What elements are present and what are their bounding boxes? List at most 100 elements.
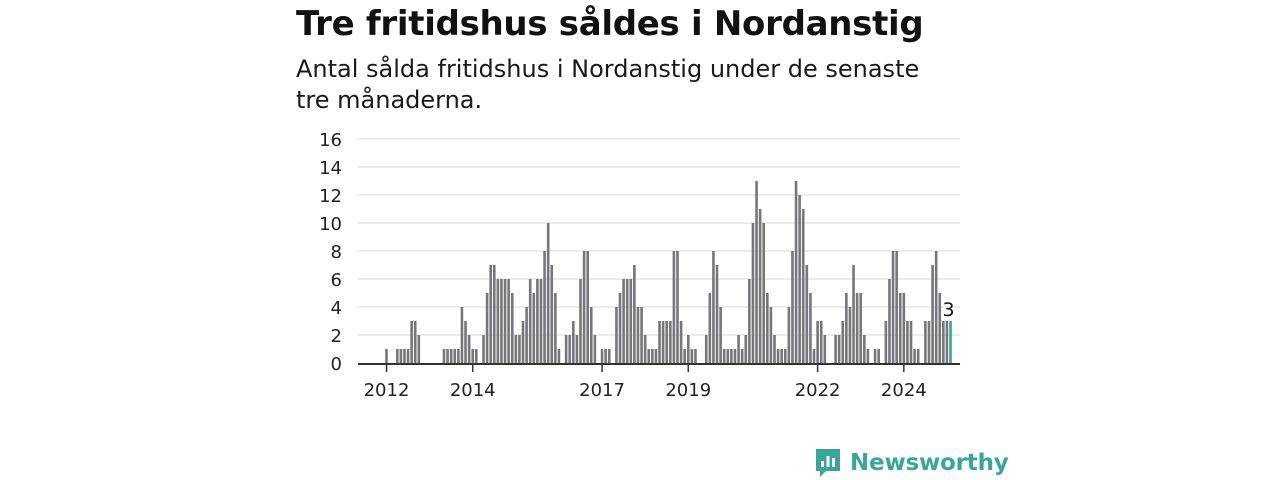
- bar: [733, 349, 737, 363]
- bar: [801, 209, 805, 363]
- x-tick-label: 2024: [881, 380, 927, 401]
- bar: [783, 349, 787, 363]
- bar: [665, 321, 669, 363]
- bar: [751, 223, 755, 363]
- bar: [618, 293, 622, 363]
- bar: [805, 265, 809, 363]
- bar: [417, 335, 421, 363]
- bar: [572, 321, 575, 363]
- y-tick-label: 8: [331, 242, 342, 263]
- bar: [690, 349, 694, 363]
- bar: [916, 349, 920, 363]
- bar: [852, 265, 855, 363]
- bar: [866, 349, 870, 363]
- bar: [579, 279, 582, 363]
- y-axis-ticks: 0 2 4 6 8 10 12 14 16: [319, 130, 342, 375]
- bar: [888, 279, 891, 363]
- bar: [399, 349, 403, 363]
- bar: [722, 349, 726, 363]
- bar: [683, 349, 686, 363]
- bar: [694, 349, 697, 363]
- y-tick-label: 4: [331, 298, 342, 319]
- bar: [708, 293, 712, 363]
- bar: [625, 279, 629, 363]
- y-tick-label: 0: [331, 354, 342, 375]
- bar: [460, 307, 464, 363]
- bar-series: [385, 181, 952, 363]
- x-tick-label: 2012: [364, 380, 410, 401]
- bar: [798, 195, 801, 363]
- bar: [679, 321, 683, 363]
- bar: [586, 251, 589, 363]
- bar: [600, 349, 604, 363]
- bar: [762, 223, 766, 363]
- bar: [575, 335, 579, 363]
- newsworthy-logo-icon: [816, 449, 840, 477]
- bar: [647, 349, 651, 363]
- bar: [518, 335, 521, 363]
- bar: [766, 293, 769, 363]
- bar: [640, 307, 643, 363]
- bar: [841, 321, 845, 363]
- bar: [730, 349, 733, 363]
- bar: [812, 349, 816, 363]
- bar: [582, 251, 586, 363]
- newsworthy-logo: Newsworthy: [814, 446, 1009, 480]
- bar: [945, 321, 949, 363]
- bar: [589, 307, 593, 363]
- bar: [873, 349, 877, 363]
- bar: [539, 279, 543, 363]
- x-tick-label: 2014: [450, 380, 496, 401]
- bar: [737, 335, 740, 363]
- bar: [819, 321, 823, 363]
- bar: [898, 293, 902, 363]
- bar: [661, 321, 665, 363]
- bar: [521, 321, 525, 363]
- bar: [780, 349, 783, 363]
- bar: [500, 279, 503, 363]
- bar: [791, 251, 794, 363]
- bar: [557, 349, 561, 363]
- bar: [532, 293, 536, 363]
- bar: [629, 279, 633, 363]
- bar: [938, 293, 942, 363]
- bar: [395, 349, 399, 363]
- bar: [895, 251, 898, 363]
- bar: [471, 349, 475, 363]
- bar: [823, 335, 827, 363]
- bar: [622, 279, 625, 363]
- gridlines: [358, 138, 960, 336]
- bar: [385, 349, 388, 363]
- bar: [855, 293, 859, 363]
- bar: [863, 335, 866, 363]
- bar: [658, 321, 661, 363]
- bar: [654, 349, 658, 363]
- bar: [615, 307, 618, 363]
- bar: [492, 265, 496, 363]
- bar: [446, 349, 449, 363]
- y-tick-label: 10: [319, 214, 342, 235]
- bar: [449, 349, 453, 363]
- bar: [651, 349, 654, 363]
- bar: [704, 335, 708, 363]
- y-tick-label: 6: [331, 270, 342, 291]
- bar: [413, 321, 417, 363]
- x-tick-label: 2019: [665, 380, 711, 401]
- x-tick-label: 2022: [795, 380, 841, 401]
- y-tick-label: 2: [331, 326, 342, 347]
- bar: [787, 307, 791, 363]
- bar: [546, 223, 550, 363]
- x-tick-label: 2017: [579, 380, 625, 401]
- bar: [942, 321, 945, 363]
- bar: [744, 335, 748, 363]
- bar: [550, 265, 554, 363]
- bar: [406, 349, 410, 363]
- bar: [403, 349, 406, 363]
- chart-title: Tre fritidshus såldes i Nordanstig: [296, 4, 924, 44]
- bar: [726, 349, 730, 363]
- bar: [554, 293, 557, 363]
- highlight-value-label: 3: [942, 299, 954, 321]
- bar: [464, 321, 467, 363]
- chart-subtitle: Antal sålda fritidshus i Nordanstig unde…: [296, 55, 920, 114]
- bar: [837, 335, 841, 363]
